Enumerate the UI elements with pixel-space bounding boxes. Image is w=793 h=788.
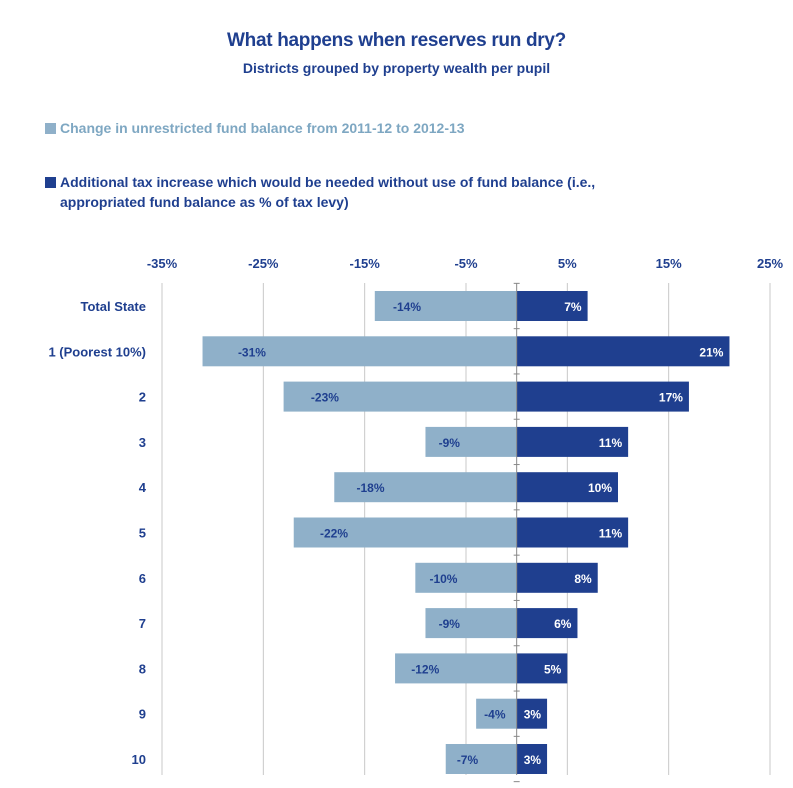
data-label-tax-increase: 3%	[524, 753, 542, 767]
data-label-tax-increase: 5%	[544, 662, 562, 676]
bar-fund-balance	[425, 608, 517, 639]
data-label-tax-increase: 10%	[588, 481, 612, 495]
category-label: 6	[139, 571, 146, 586]
x-tick-label: -25%	[248, 256, 279, 271]
bar-fund-balance	[476, 698, 517, 729]
data-label-fund-balance: -18%	[357, 481, 385, 495]
data-label-tax-increase: 8%	[574, 572, 592, 586]
data-label-fund-balance: -9%	[439, 436, 461, 450]
x-tick-label: -5%	[454, 256, 478, 271]
bar-fund-balance	[445, 744, 517, 774]
bar-fund-balance	[415, 562, 517, 593]
data-label-fund-balance: -23%	[311, 391, 339, 405]
category-label: 9	[139, 707, 146, 722]
data-label-fund-balance: -22%	[320, 527, 348, 541]
data-label-fund-balance: -9%	[439, 617, 461, 631]
bar-fund-balance	[425, 426, 517, 457]
bar-tax-increase	[516, 698, 548, 729]
data-label-tax-increase: 17%	[659, 391, 683, 405]
data-label-fund-balance: -14%	[393, 300, 421, 314]
bar-fund-balance	[395, 653, 517, 684]
bar-fund-balance	[283, 381, 517, 412]
bar-tax-increase	[516, 336, 730, 367]
bar-tax-increase	[516, 426, 629, 457]
category-label: 4	[139, 480, 147, 495]
data-label-tax-increase: 6%	[554, 617, 572, 631]
bar-fund-balance	[334, 472, 517, 503]
bar-fund-balance	[293, 517, 517, 548]
bar-tax-increase	[516, 562, 598, 593]
legend-item-tax-increase: Additional tax increase which would be n…	[45, 172, 785, 212]
bar-tax-increase	[516, 744, 548, 774]
bar-tax-increase	[516, 472, 618, 503]
data-label-tax-increase: 21%	[699, 345, 723, 359]
legend-swatch-tax-increase	[45, 177, 56, 188]
legend-swatch-fund-balance	[45, 123, 56, 134]
legend-item-fund-balance: Change in unrestricted fund balance from…	[45, 120, 465, 136]
data-label-tax-increase: 3%	[524, 708, 542, 722]
bar-tax-increase	[516, 653, 568, 684]
x-tick-label: 25%	[757, 256, 783, 271]
data-label-fund-balance: -31%	[238, 345, 266, 359]
chart-subtitle: Districts grouped by property wealth per…	[242, 60, 551, 76]
bar-tax-increase	[516, 291, 588, 321]
x-tick-label: 5%	[558, 256, 577, 271]
legend-label-tax-increase-line1: Additional tax increase which would be n…	[60, 174, 596, 190]
category-label: 1 (Poorest 10%)	[48, 344, 146, 359]
category-label: 5	[139, 526, 146, 541]
category-label: 2	[139, 390, 146, 405]
x-tick-label: 15%	[656, 256, 682, 271]
bar-fund-balance	[374, 291, 517, 321]
category-label: 3	[139, 435, 146, 450]
data-label-fund-balance: -12%	[411, 662, 439, 676]
legend-label-tax-increase-line2: appropriated fund balance as % of tax le…	[60, 194, 349, 210]
category-label: 8	[139, 661, 146, 676]
bar-tax-increase	[516, 517, 629, 548]
data-label-fund-balance: -4%	[484, 708, 506, 722]
chart-title: What happens when reserves run dry?	[227, 30, 566, 51]
bar-tax-increase	[516, 381, 689, 412]
bar-fund-balance	[202, 336, 517, 367]
data-label-tax-increase: 7%	[564, 300, 582, 314]
category-label: Total State	[81, 299, 147, 314]
x-tick-label: -35%	[147, 256, 178, 271]
category-label: 7	[139, 616, 146, 631]
data-label-tax-increase: 11%	[599, 527, 623, 541]
data-label-fund-balance: -7%	[457, 753, 479, 767]
data-label-tax-increase: 11%	[599, 436, 623, 450]
bar-tax-increase	[516, 608, 578, 639]
category-label: 10	[132, 752, 146, 767]
x-tick-label: -15%	[349, 256, 380, 271]
data-label-fund-balance: -10%	[429, 572, 457, 586]
legend-label-fund-balance: Change in unrestricted fund balance from…	[60, 120, 465, 136]
